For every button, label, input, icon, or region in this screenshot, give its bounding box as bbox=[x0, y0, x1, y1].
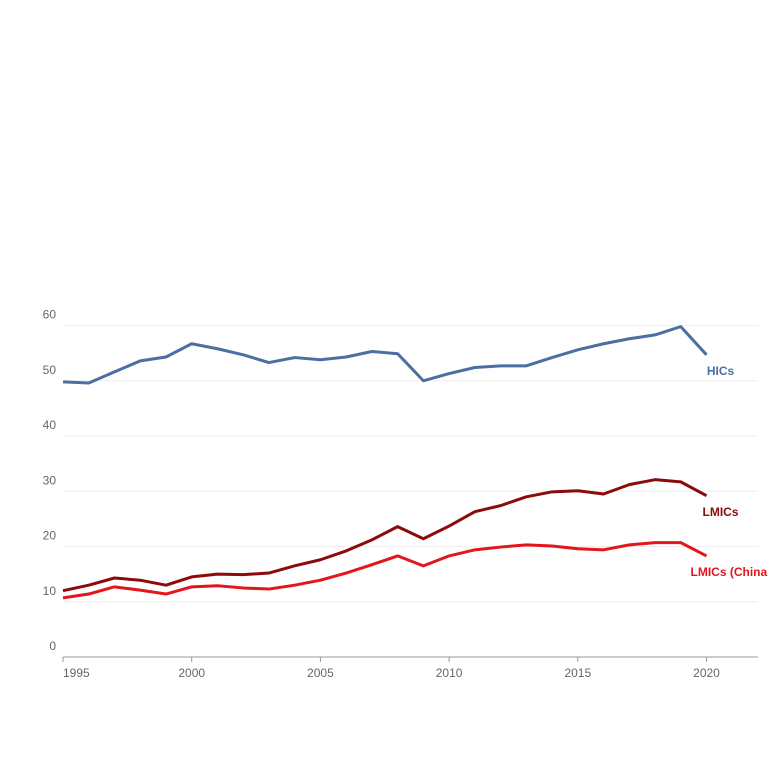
series-line bbox=[62, 325, 708, 385]
x-tick-label: 2010 bbox=[436, 666, 463, 680]
y-tick-label: 40 bbox=[43, 418, 57, 432]
x-tick-label: 2020 bbox=[693, 666, 720, 680]
y-tick-label: 20 bbox=[43, 529, 57, 543]
x-tick-label: 1995 bbox=[63, 666, 90, 680]
y-tick-label: 10 bbox=[43, 584, 57, 598]
series-line bbox=[62, 541, 708, 600]
series-label: LMICs bbox=[703, 505, 739, 519]
x-tick-label: 2000 bbox=[178, 666, 205, 680]
x-tick-label: 2015 bbox=[564, 666, 591, 680]
y-tick-label: 50 bbox=[43, 363, 57, 377]
series-label: HICs bbox=[707, 364, 735, 378]
y-tick-label: 30 bbox=[43, 473, 57, 487]
series-label: LMICs (China excluded) bbox=[691, 565, 768, 579]
series-line bbox=[62, 478, 708, 593]
y-tick-label: 0 bbox=[49, 639, 56, 653]
y-tick-label: 60 bbox=[43, 308, 57, 322]
x-tick-label: 2005 bbox=[307, 666, 334, 680]
